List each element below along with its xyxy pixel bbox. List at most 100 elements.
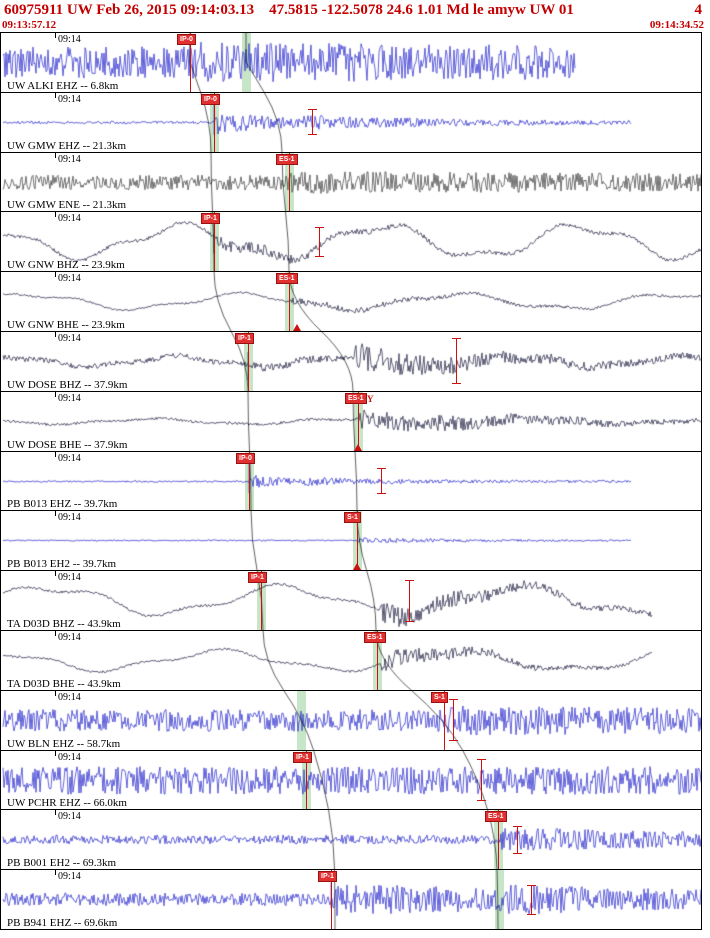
uncertainty-marker[interactable]	[452, 338, 461, 385]
pick-flag[interactable]: IP-0	[201, 93, 220, 105]
uncertainty-marker[interactable]	[315, 226, 324, 257]
pick-flag[interactable]: IP-1	[248, 572, 267, 584]
uncertainty-marker-part	[381, 467, 382, 494]
station-label: PB B001 EH2 -- 69.3km	[7, 857, 117, 870]
trace-time-label: 09:14	[58, 392, 81, 404]
uncertainty-marker-part	[517, 825, 518, 854]
minute-tick	[55, 391, 56, 397]
window-start-time: 09:13:57.12	[2, 19, 57, 31]
trace-time-label: 09:14	[58, 273, 81, 285]
pick-flag[interactable]: IP-1	[235, 332, 254, 344]
uncertainty-marker-part	[477, 758, 486, 760]
uncertainty-marker-part	[453, 699, 454, 742]
minute-tick	[55, 511, 56, 517]
page-indicator: 4	[694, 2, 703, 18]
station-label: TA D03D BHZ -- 43.9km	[7, 617, 121, 630]
minute-tick	[55, 33, 56, 38]
station-label: PB B013 EH2 -- 39.7km	[7, 558, 117, 571]
pick-flag[interactable]: ES-1	[485, 811, 507, 823]
pick-flag[interactable]: ES-1	[364, 631, 386, 643]
station-label: TA D03D BHE -- 43.9km	[7, 677, 121, 690]
trace-panel: 09:14 ES-1 Y UW DOSE BHE -- 37.9km	[1, 390, 701, 451]
uncertainty-marker-part	[513, 825, 522, 827]
pick-flag[interactable]: S-1	[344, 512, 361, 524]
trace-panel: 09:14 IP-0 PB B013 EHZ -- 39.7km	[1, 450, 701, 511]
uncertainty-marker[interactable]	[405, 579, 414, 622]
trace-panel: 09:14 IP-1 UW GNW BHZ -- 23.9km	[1, 211, 701, 272]
trace-panel: 09:14 ES-1 UW GMW ENE -- 21.3km	[1, 151, 701, 212]
uncertainty-marker-part	[405, 620, 414, 622]
pick-flag[interactable]: IP-1	[293, 751, 312, 763]
trace-panel: 09:14 IP-1 UW DOSE BHZ -- 37.9km	[1, 330, 701, 391]
trace-panel: 09:14 ES-1 TA D03D BHE -- 43.9km	[1, 629, 701, 690]
uncertainty-marker-part	[308, 134, 317, 136]
uncertainty-marker-part	[481, 758, 482, 801]
minute-tick	[55, 152, 56, 158]
trace-time-label: 09:14	[58, 691, 81, 703]
trace-panel: 09:14 IP-0 UW ALKI EHZ -- 6.8km	[1, 32, 701, 92]
trace-time-label: 09:14	[58, 512, 81, 524]
trace-time-label: 09:14	[58, 213, 81, 225]
uncertainty-marker-part	[452, 338, 461, 340]
trace-time-label: 09:14	[58, 871, 81, 883]
uncertainty-marker-part	[449, 699, 458, 701]
pick-flag[interactable]: ES-1	[276, 273, 298, 285]
trace-panel: 09:14 S-1 UW BLN EHZ -- 58.7km	[1, 689, 701, 750]
minute-tick	[55, 331, 56, 337]
uncertainty-marker[interactable]	[527, 884, 536, 915]
uncertainty-marker[interactable]	[449, 699, 458, 742]
uncertainty-marker-part	[377, 492, 386, 494]
trace-time-label: 09:14	[58, 93, 81, 105]
trace-time-label: 09:14	[58, 811, 81, 823]
trace-panel: 09:14 IP-1 TA D03D BHZ -- 43.9km	[1, 570, 701, 630]
uncertainty-marker-part	[319, 226, 320, 257]
pick-flag[interactable]: IP-0	[177, 34, 196, 45]
event-header: 60975911 UW Feb 26, 2015 09:14:03.13 47.…	[0, 0, 710, 19]
s-pick-triangle	[354, 443, 362, 451]
uncertainty-marker-part	[527, 913, 536, 915]
uncertainty-marker-part	[477, 799, 486, 801]
trace-time-label: 09:14	[58, 452, 81, 464]
station-label: UW BLN EHZ -- 58.7km	[7, 737, 121, 750]
uncertainty-marker-part	[449, 740, 458, 742]
trace-time-label: 09:14	[58, 153, 81, 165]
minute-tick	[55, 810, 56, 816]
minute-tick	[55, 212, 56, 218]
uncertainty-marker-part	[452, 383, 461, 385]
pick-flag[interactable]: ES-1	[345, 392, 367, 404]
minute-tick	[55, 870, 56, 876]
station-label: PB B013 EHZ -- 39.7km	[7, 498, 118, 511]
trace-panel: 09:14 S-1 PB B013 EH2 -- 39.7km	[1, 510, 701, 571]
trace-time-label: 09:14	[58, 332, 81, 344]
time-window-bar: 09:13:57.12 09:14:34.52	[0, 19, 710, 32]
pick-annotation: Y	[367, 393, 374, 404]
station-label: UW GMW EHZ -- 21.3km	[7, 139, 127, 152]
uncertainty-marker-part	[308, 109, 317, 111]
trace-panel: 09:14 ES-1 PB B001 EH2 -- 69.3km	[1, 809, 701, 870]
uncertainty-marker[interactable]	[477, 758, 486, 801]
pick-flag[interactable]: IP-1	[201, 213, 220, 225]
station-label: PB B941 EHZ -- 69.6km	[7, 916, 118, 929]
trace-time-label: 09:14	[58, 751, 81, 763]
minute-tick	[55, 571, 56, 577]
uncertainty-marker-part	[531, 884, 532, 915]
event-summary: 60975911 UW Feb 26, 2015 09:14:03.13 47.…	[4, 2, 574, 18]
uncertainty-marker-part	[377, 467, 386, 469]
station-label: UW DOSE BHE -- 37.9km	[7, 438, 128, 451]
pick-flag[interactable]: ES-1	[276, 153, 298, 165]
pick-flag[interactable]: IP-1	[318, 871, 337, 883]
station-label: UW DOSE BHZ -- 37.9km	[7, 378, 128, 391]
trace-panel: 09:14 IP-1 UW PCHR EHZ -- 66.0km	[1, 749, 701, 810]
uncertainty-marker[interactable]	[513, 825, 522, 854]
uncertainty-marker[interactable]	[377, 467, 386, 494]
uncertainty-marker[interactable]	[308, 109, 317, 136]
trace-panel: 09:14 IP-0 UW GMW EHZ -- 21.3km	[1, 91, 701, 152]
trace-time-label: 09:14	[58, 34, 81, 45]
trace-panel: 09:14 IP-1 PB B941 EHZ -- 69.6km	[1, 869, 701, 929]
pick-flag[interactable]: S-1	[431, 691, 448, 703]
minute-tick	[55, 451, 56, 457]
trace-stack: 09:14 IP-0 UW ALKI EHZ -- 6.8km 09:14 IP-0 UW…	[0, 32, 702, 930]
minute-tick	[55, 630, 56, 636]
pick-flag[interactable]: IP-0	[236, 452, 255, 464]
